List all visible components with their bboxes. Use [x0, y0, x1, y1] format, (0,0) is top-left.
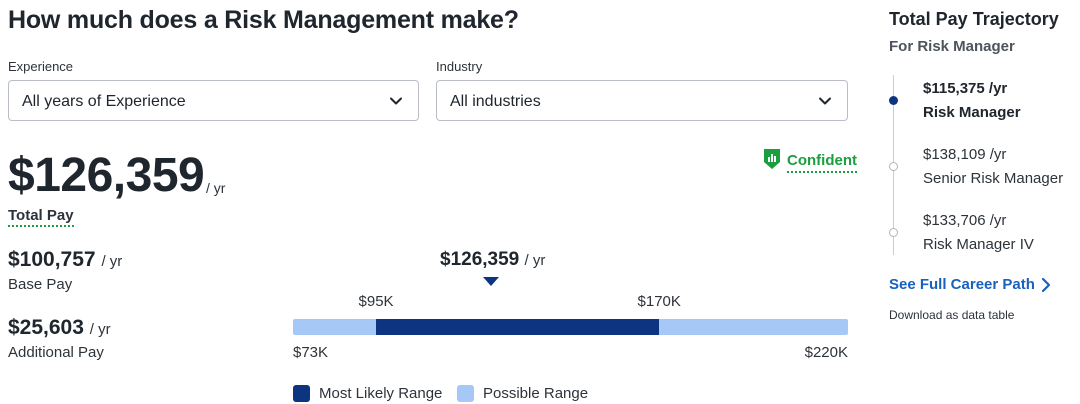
confidence-shield-icon — [764, 149, 780, 169]
trajectory-dot-2 — [889, 162, 898, 171]
median-pay-unit: / yr — [524, 252, 546, 269]
legend-possible: Possible Range — [457, 383, 588, 403]
career-link-label: See Full Career Path — [889, 276, 1035, 293]
total-pay-amount: $126,359 — [8, 149, 205, 202]
chevron-down-icon — [390, 97, 402, 105]
chevron-right-icon — [1041, 277, 1051, 292]
trajectory-title: Total Pay Trajectory — [889, 9, 1059, 29]
additional-pay-value: $25,603 — [8, 316, 84, 339]
experience-select-value: All years of Experience — [22, 93, 186, 110]
industry-select-value: All industries — [450, 93, 541, 110]
experience-select[interactable]: All years of Experience — [8, 80, 419, 121]
trajectory-pay-2: $138,109 /yr — [923, 146, 1007, 163]
additional-pay-amount: $25,603 / yr — [8, 316, 111, 340]
industry-select[interactable]: All industries — [436, 80, 848, 121]
additional-pay-label: Additional Pay — [8, 344, 104, 361]
total-pay-label[interactable]: Total Pay — [8, 207, 74, 227]
base-pay-unit: / yr — [101, 253, 123, 270]
see-full-career-path-link[interactable]: See Full Career Path — [889, 276, 1051, 293]
legend-swatch-possible — [457, 384, 474, 402]
page-title: How much does a Risk Management make? — [8, 6, 519, 34]
median-marker — [483, 277, 499, 286]
trajectory-role-1[interactable]: Risk Manager — [923, 104, 1021, 121]
confidence-label: Confident — [787, 152, 857, 173]
possible-range-high-label: $220K — [804, 344, 848, 361]
legend-possible-label: Possible Range — [483, 384, 589, 402]
trajectory-dot-3 — [889, 228, 898, 237]
base-pay-amount: $100,757 / yr — [8, 248, 122, 272]
additional-pay-unit: / yr — [89, 321, 111, 338]
possible-range-low-label: $73K — [293, 344, 329, 361]
legend-likely-label: Most Likely Range — [319, 384, 443, 402]
median-pay-value: $126,359 — [440, 249, 520, 270]
median-pay: $126,359 / yr — [440, 249, 545, 271]
legend-most-likely: Most Likely Range — [293, 383, 442, 403]
trajectory-role-2[interactable]: Senior Risk Manager — [923, 170, 1064, 187]
likely-range-high-label: $170K — [637, 293, 681, 310]
total-pay-unit: / yr — [206, 180, 226, 196]
trajectory-pay-3: $133,706 /yr — [923, 212, 1007, 229]
likely-range-bar — [376, 319, 660, 335]
base-pay-label: Base Pay — [8, 276, 73, 293]
likely-range-low-label: $95K — [358, 293, 394, 310]
trajectory-pay-1: $115,375 /yr — [923, 80, 1008, 97]
trajectory-dot-1 — [889, 96, 898, 105]
experience-label: Experience — [8, 59, 74, 74]
chevron-down-icon — [819, 97, 831, 105]
trajectory-subtitle: For Risk Manager — [889, 38, 1015, 55]
base-pay-value: $100,757 — [8, 248, 96, 271]
industry-label: Industry — [436, 59, 483, 74]
legend-swatch-likely — [293, 384, 310, 402]
download-data-table-link[interactable]: Download as data table — [889, 308, 1015, 322]
trajectory-role-3[interactable]: Risk Manager IV — [923, 236, 1034, 253]
